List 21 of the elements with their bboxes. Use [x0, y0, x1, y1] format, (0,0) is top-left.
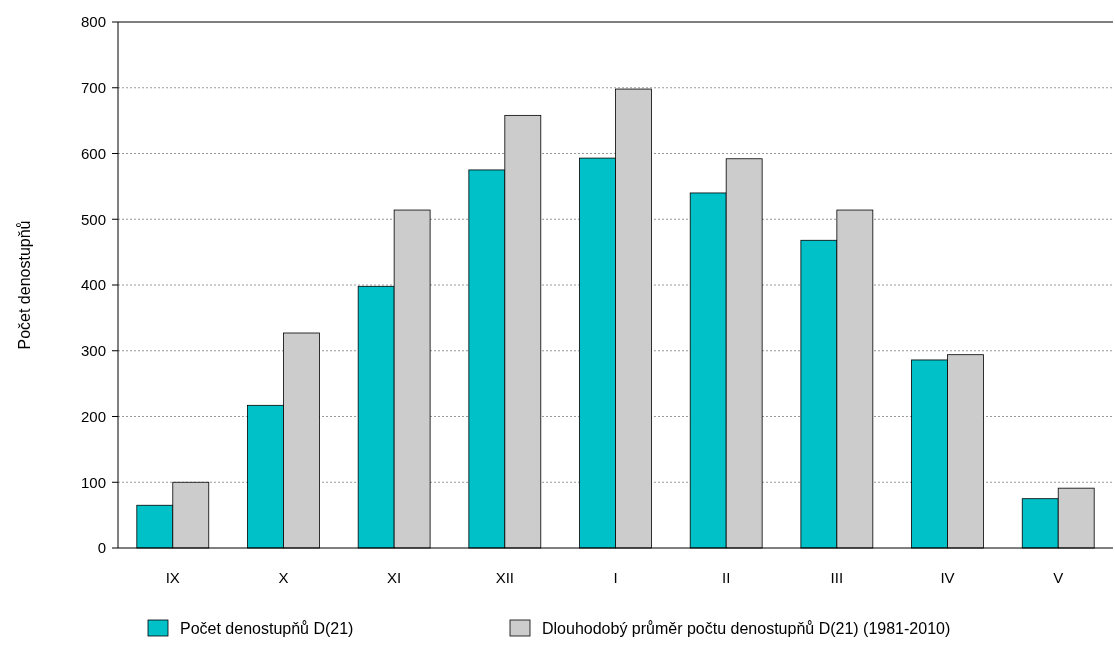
y-tick-label: 0 — [97, 539, 106, 557]
y-tick-label: 700 — [80, 79, 106, 96]
y-tick-label: 300 — [80, 342, 106, 359]
legend-label: Počet denostupňů D(21) — [180, 619, 354, 637]
x-tick-label: IX — [165, 569, 180, 586]
x-tick-label: I — [613, 569, 618, 586]
y-tick-label: 400 — [80, 276, 106, 294]
y-axis-title: Počet denostupňů — [16, 220, 33, 350]
x-tick-label: X — [278, 569, 289, 586]
x-tick-label: XI — [387, 569, 402, 586]
y-tick-label: 100 — [80, 473, 106, 491]
y-tick-label: 200 — [80, 407, 106, 425]
legend-label: Dlouhodobý průměr počtu denostupňů D(21) (1981-2010) — [542, 619, 951, 637]
y-tick-label: 800 — [80, 13, 106, 31]
x-tick-label: III — [830, 569, 844, 586]
y-tick-label: 500 — [80, 210, 106, 228]
x-tick-label: IV — [940, 569, 955, 586]
x-tick-label: V — [1053, 569, 1064, 586]
x-tick-label: II — [722, 569, 731, 586]
y-tick-label: 600 — [80, 144, 106, 162]
x-tick-label: XII — [495, 569, 514, 586]
